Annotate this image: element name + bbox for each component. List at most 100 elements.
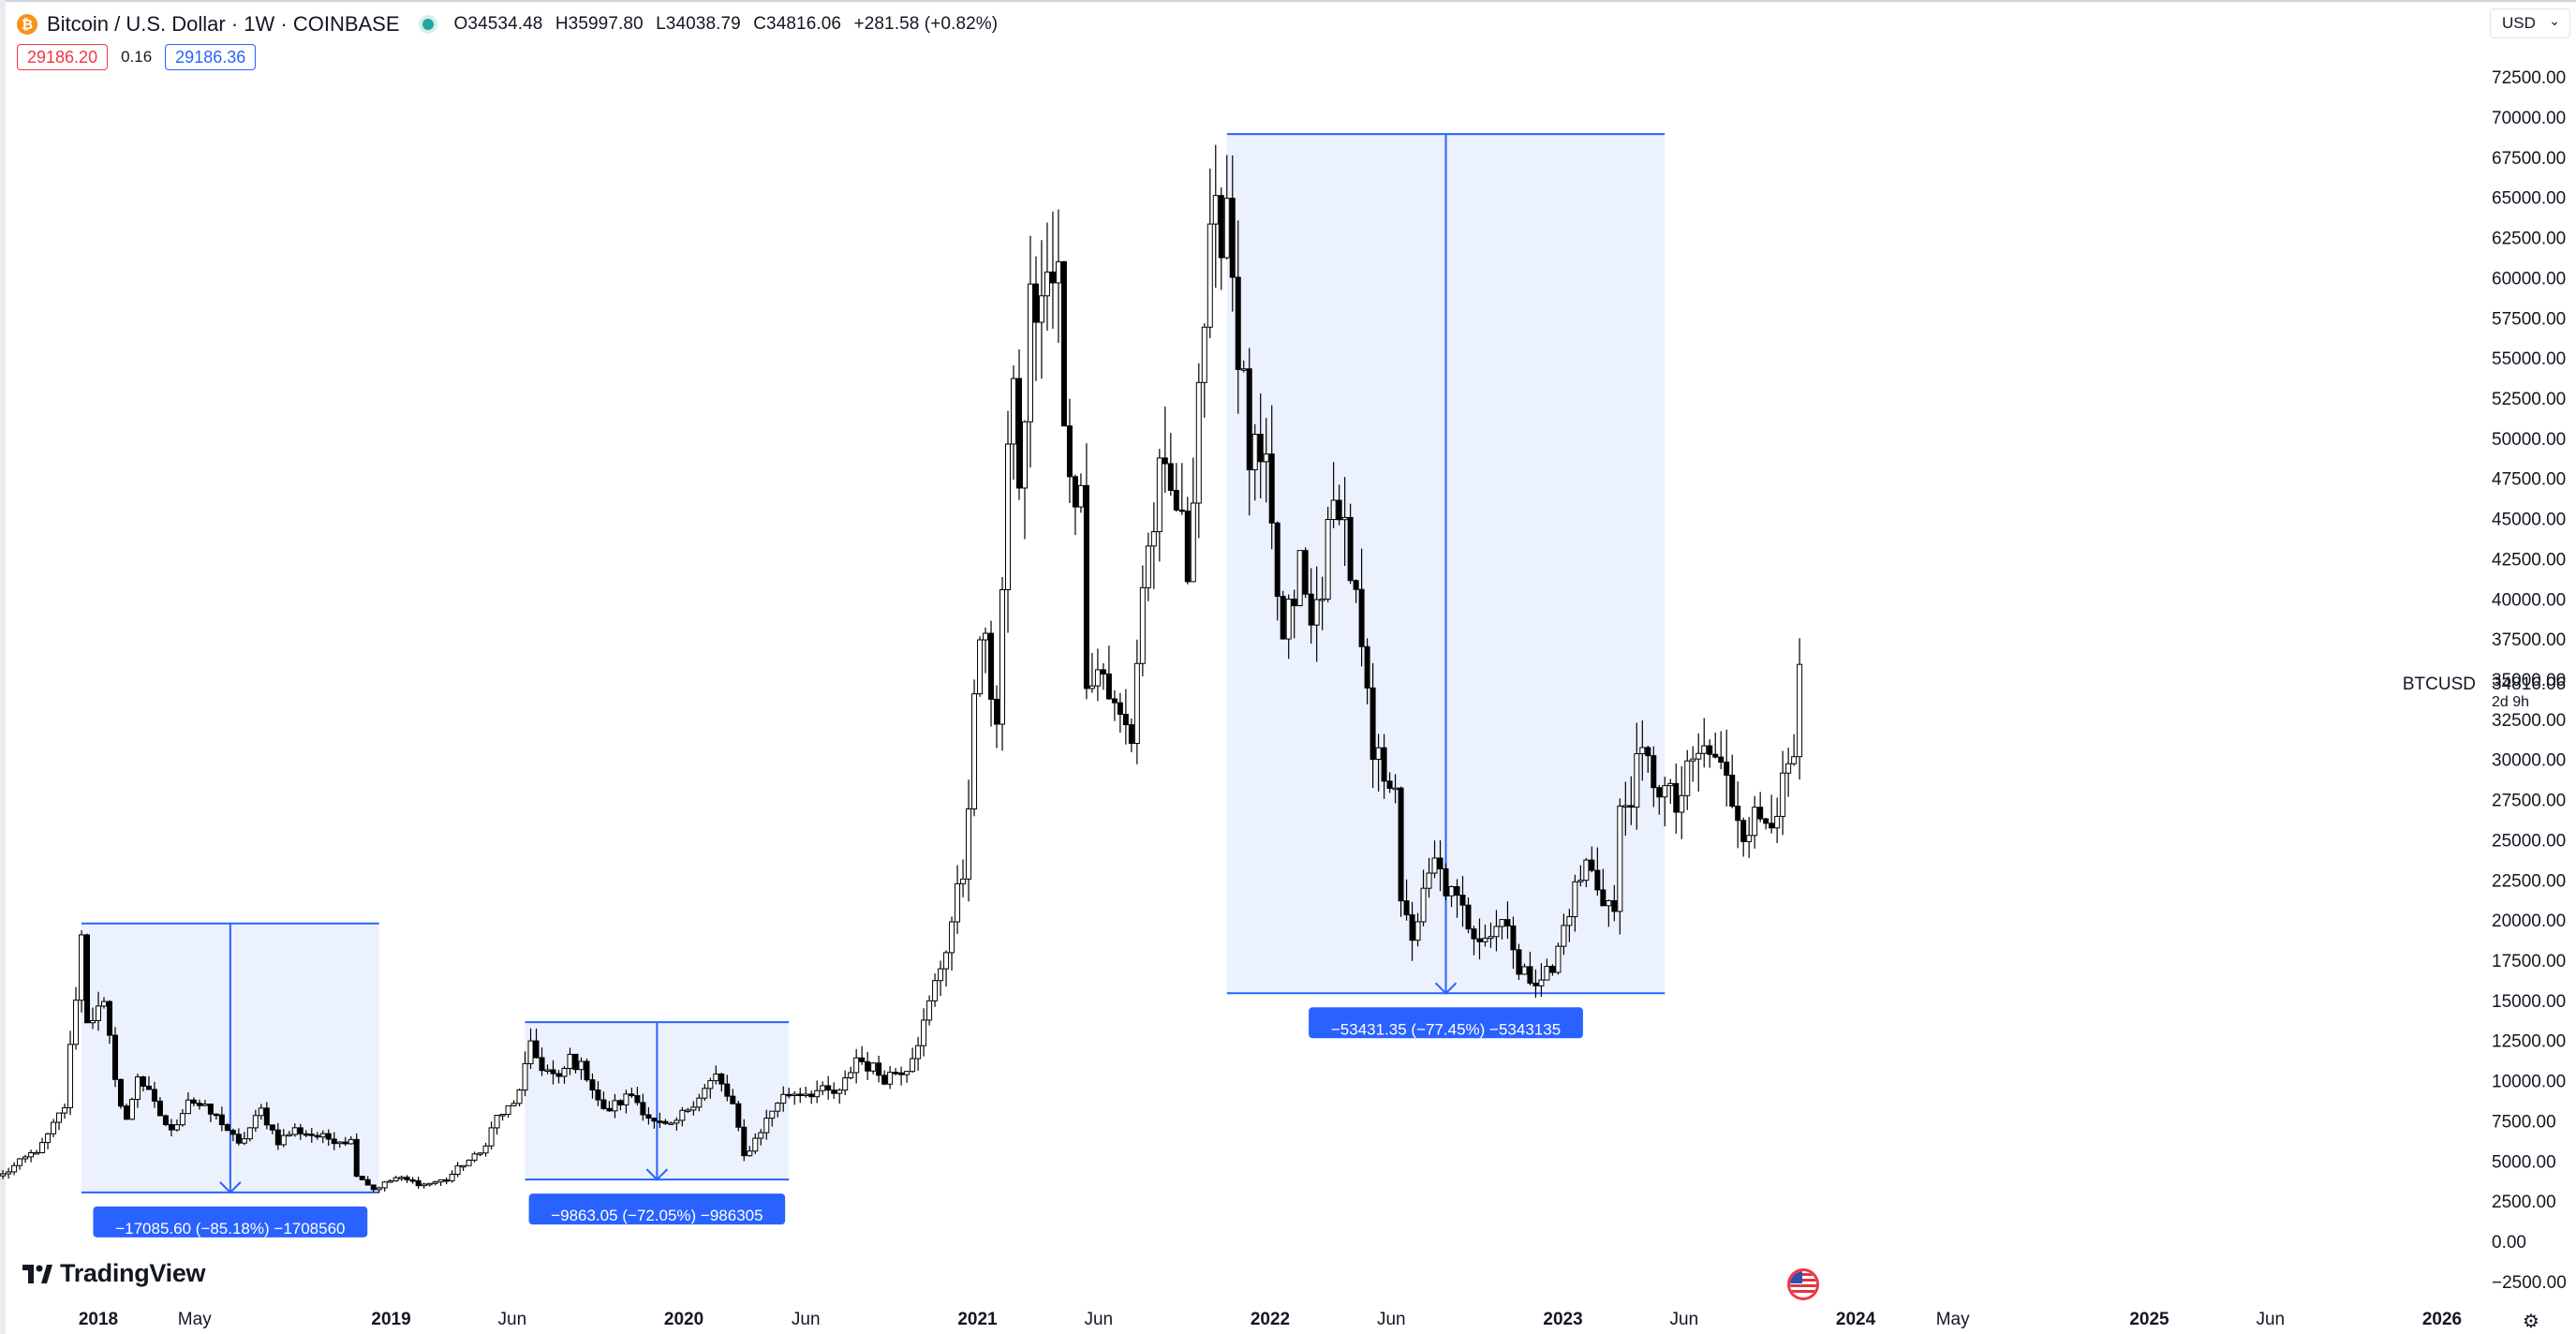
candle[interactable]: [1358, 548, 1365, 667]
candle[interactable]: [494, 1114, 500, 1135]
candle[interactable]: [51, 1119, 57, 1137]
candle[interactable]: [623, 1089, 629, 1114]
candle[interactable]: [84, 933, 91, 1024]
candle[interactable]: [1617, 798, 1623, 935]
candle[interactable]: [1791, 734, 1798, 766]
candle[interactable]: [803, 1086, 809, 1098]
candle[interactable]: [1268, 405, 1275, 550]
candle[interactable]: [466, 1159, 472, 1166]
candle[interactable]: [1128, 718, 1134, 752]
candle[interactable]: [1752, 795, 1758, 849]
candle[interactable]: [1139, 565, 1146, 676]
candle[interactable]: [392, 1176, 399, 1182]
candle[interactable]: [696, 1093, 703, 1112]
candle[interactable]: [471, 1151, 478, 1163]
candle[interactable]: [718, 1072, 725, 1092]
candle[interactable]: [303, 1130, 309, 1137]
candle[interactable]: [398, 1175, 405, 1181]
candle[interactable]: [62, 1104, 68, 1119]
candle[interactable]: [1392, 774, 1399, 804]
candle[interactable]: [325, 1129, 332, 1147]
candle[interactable]: [1667, 778, 1674, 805]
candle[interactable]: [1162, 407, 1168, 494]
candle[interactable]: [983, 627, 989, 674]
candle[interactable]: [887, 1066, 894, 1089]
candle[interactable]: [426, 1182, 433, 1187]
candle[interactable]: [1403, 879, 1410, 921]
candle[interactable]: [207, 1104, 214, 1122]
candle[interactable]: [106, 1000, 112, 1045]
candle[interactable]: [1133, 639, 1140, 764]
candle[interactable]: [561, 1066, 568, 1084]
time-axis[interactable]: 2018 May 2019 Jun 2020 Jun 2021 Jun 2022 Jun 2023 J…: [79, 1310, 2462, 1329]
candle[interactable]: [629, 1088, 635, 1098]
candle[interactable]: [359, 1176, 365, 1180]
candle[interactable]: [342, 1136, 348, 1147]
candle[interactable]: [353, 1133, 360, 1178]
candle[interactable]: [1257, 393, 1264, 499]
candle[interactable]: [443, 1178, 450, 1185]
candle[interactable]: [1015, 349, 1022, 500]
candle[interactable]: [499, 1114, 506, 1121]
symbol-header[interactable]: ₿ Bitcoin / U.S. Dollar · 1W · COINBASE …: [17, 11, 1005, 37]
candle[interactable]: [533, 1028, 540, 1060]
candle[interactable]: [842, 1070, 849, 1095]
candle[interactable]: [1600, 868, 1606, 907]
price-range-measure[interactable]: [81, 922, 379, 1194]
candle[interactable]: [286, 1131, 292, 1137]
candle[interactable]: [1381, 734, 1387, 799]
currency-select[interactable]: USD ⌄: [2490, 8, 2570, 38]
candle[interactable]: [1027, 235, 1033, 467]
candle[interactable]: [1729, 754, 1736, 808]
candle[interactable]: [229, 1128, 236, 1142]
candle[interactable]: [1173, 463, 1179, 512]
candle[interactable]: [218, 1106, 225, 1132]
candle[interactable]: [668, 1121, 674, 1126]
candle[interactable]: [865, 1051, 871, 1080]
candle[interactable]: [1684, 749, 1691, 810]
candle[interactable]: [1544, 958, 1550, 981]
candle[interactable]: [994, 685, 1000, 749]
candle[interactable]: [584, 1058, 590, 1082]
candle[interactable]: [999, 576, 1006, 751]
candle[interactable]: [128, 1097, 135, 1120]
candle[interactable]: [1763, 817, 1769, 830]
candle[interactable]: [488, 1121, 495, 1150]
candle[interactable]: [1156, 449, 1162, 562]
candle[interactable]: [1493, 910, 1500, 952]
candle[interactable]: [190, 1097, 197, 1106]
candle[interactable]: [516, 1088, 523, 1107]
candle[interactable]: [1330, 462, 1337, 528]
candle[interactable]: [1673, 763, 1680, 834]
candle[interactable]: [1645, 746, 1651, 773]
candle[interactable]: [539, 1047, 545, 1076]
candle[interactable]: [1589, 846, 1595, 873]
candle[interactable]: [904, 1070, 910, 1083]
candle[interactable]: [1414, 912, 1421, 947]
candle[interactable]: [1364, 638, 1370, 704]
candle[interactable]: [1634, 722, 1640, 830]
candle[interactable]: [881, 1070, 888, 1086]
candle[interactable]: [1769, 794, 1775, 834]
candle[interactable]: [522, 1051, 528, 1097]
candle[interactable]: [544, 1064, 551, 1075]
candle[interactable]: [955, 865, 961, 935]
candle[interactable]: [1375, 734, 1382, 792]
candle[interactable]: [224, 1122, 230, 1132]
candle[interactable]: [730, 1089, 736, 1104]
price-axis[interactable]: 72500.00 70000.00 67500.00 65000.00 62500.00…: [2492, 68, 2567, 1293]
candle[interactable]: [1201, 323, 1207, 418]
candle[interactable]: [1409, 901, 1415, 961]
candle[interactable]: [511, 1100, 517, 1107]
candle[interactable]: [932, 973, 939, 1007]
candle[interactable]: [1077, 473, 1084, 513]
candle[interactable]: [1066, 398, 1073, 504]
candle[interactable]: [758, 1129, 764, 1146]
candle[interactable]: [1431, 840, 1438, 879]
candle[interactable]: [477, 1152, 483, 1157]
symbol-title[interactable]: Bitcoin / U.S. Dollar · 1W · COINBASE: [47, 12, 400, 36]
candle[interactable]: [820, 1081, 826, 1096]
candle[interactable]: [280, 1129, 287, 1148]
candle[interactable]: [201, 1100, 208, 1107]
candle[interactable]: [1190, 457, 1196, 583]
